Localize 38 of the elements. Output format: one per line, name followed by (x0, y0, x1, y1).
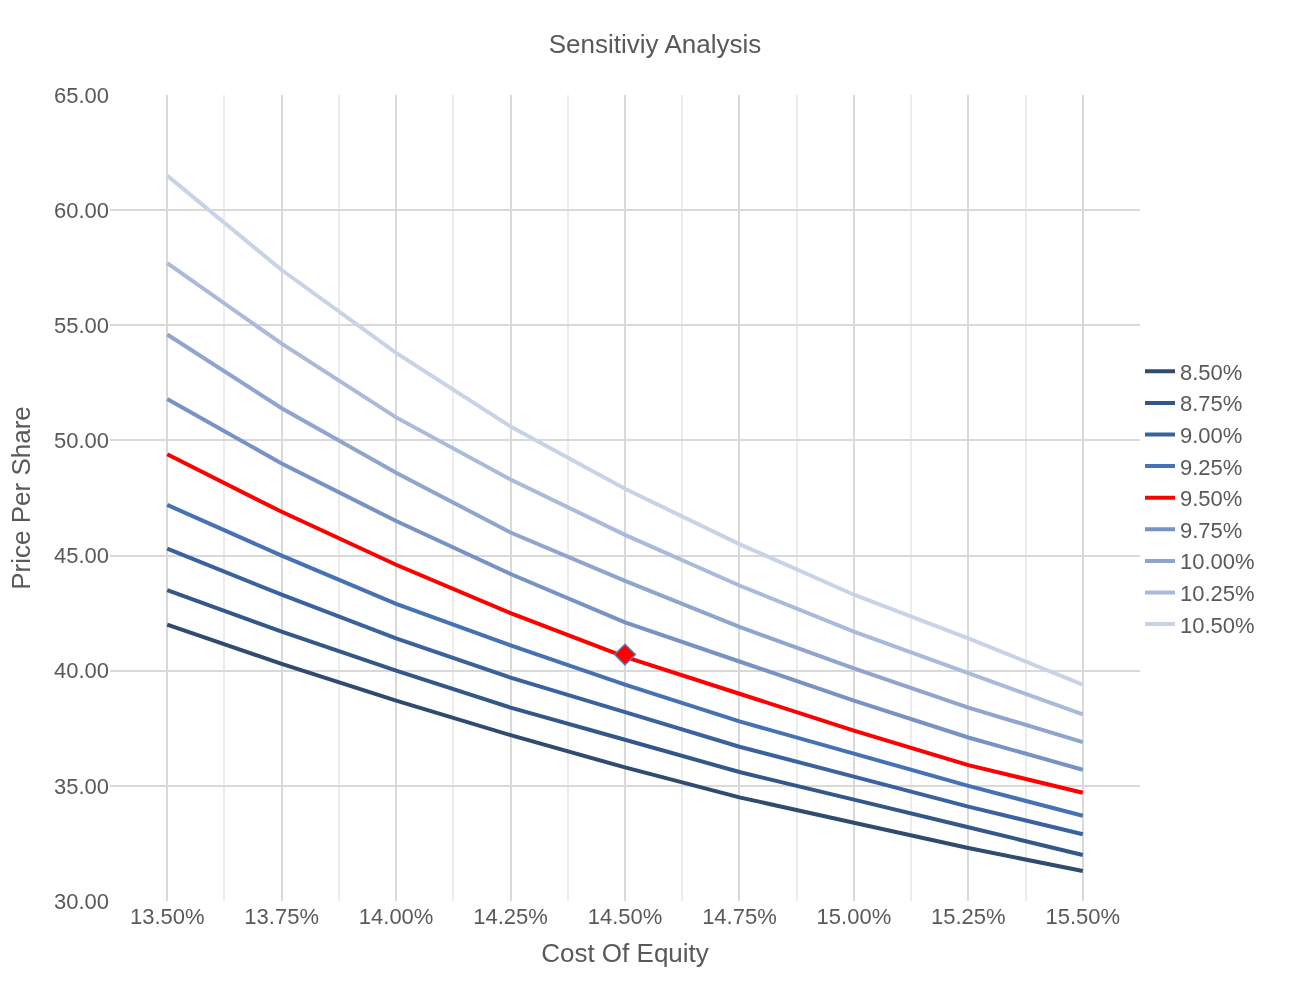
legend-label: 10.00% (1180, 549, 1255, 575)
y-tick-label: 60.00 (53, 197, 109, 223)
line-series (165, 452, 1085, 795)
x-tick-label: 14.25% (473, 904, 548, 929)
legend-label: 9.00% (1180, 423, 1243, 449)
legend-label: 10.25% (1180, 581, 1255, 607)
x-tick-label: 15.25% (931, 904, 1006, 929)
x-axis-title: Cost Of Equity (541, 937, 709, 968)
y-tick-label: 35.00 (53, 773, 109, 799)
x-tick-label: 15.00% (816, 904, 892, 929)
x-tick-label: 13.75% (244, 904, 319, 929)
y-tick-label: 65.00 (53, 82, 109, 108)
legend-label: 8.75% (1180, 391, 1243, 417)
x-tick-label: 14.00% (358, 904, 434, 929)
x-tick-label: 13.50% (129, 904, 205, 929)
line-series (165, 173, 1085, 687)
legend-label: 9.75% (1180, 517, 1243, 543)
line-series (165, 332, 1085, 745)
line-series (165, 502, 1085, 818)
y-axis-title: Price Per Share (6, 406, 37, 590)
y-tick-label: 50.00 (53, 428, 109, 454)
line-series (165, 396, 1085, 772)
x-tick-label: 15.50% (1045, 904, 1121, 929)
x-tick-label: 14.75% (702, 904, 777, 929)
chart-title: Sensitiviy Analysis (548, 29, 762, 60)
line-series (165, 622, 1085, 874)
legend-label: 9.50% (1180, 486, 1243, 512)
y-tick-label: 45.00 (53, 543, 109, 569)
legend-label: 8.50% (1180, 359, 1243, 385)
legend-label: 10.50% (1180, 612, 1255, 638)
line-series (165, 546, 1085, 837)
y-tick-label: 40.00 (53, 658, 109, 684)
line-series (165, 588, 1085, 857)
legend-label: 9.25% (1180, 454, 1243, 480)
x-tick-label: 14.50% (587, 904, 663, 929)
y-tick-label: 30.00 (53, 888, 109, 914)
y-tick-label: 55.00 (53, 312, 109, 338)
line-series (165, 261, 1085, 717)
